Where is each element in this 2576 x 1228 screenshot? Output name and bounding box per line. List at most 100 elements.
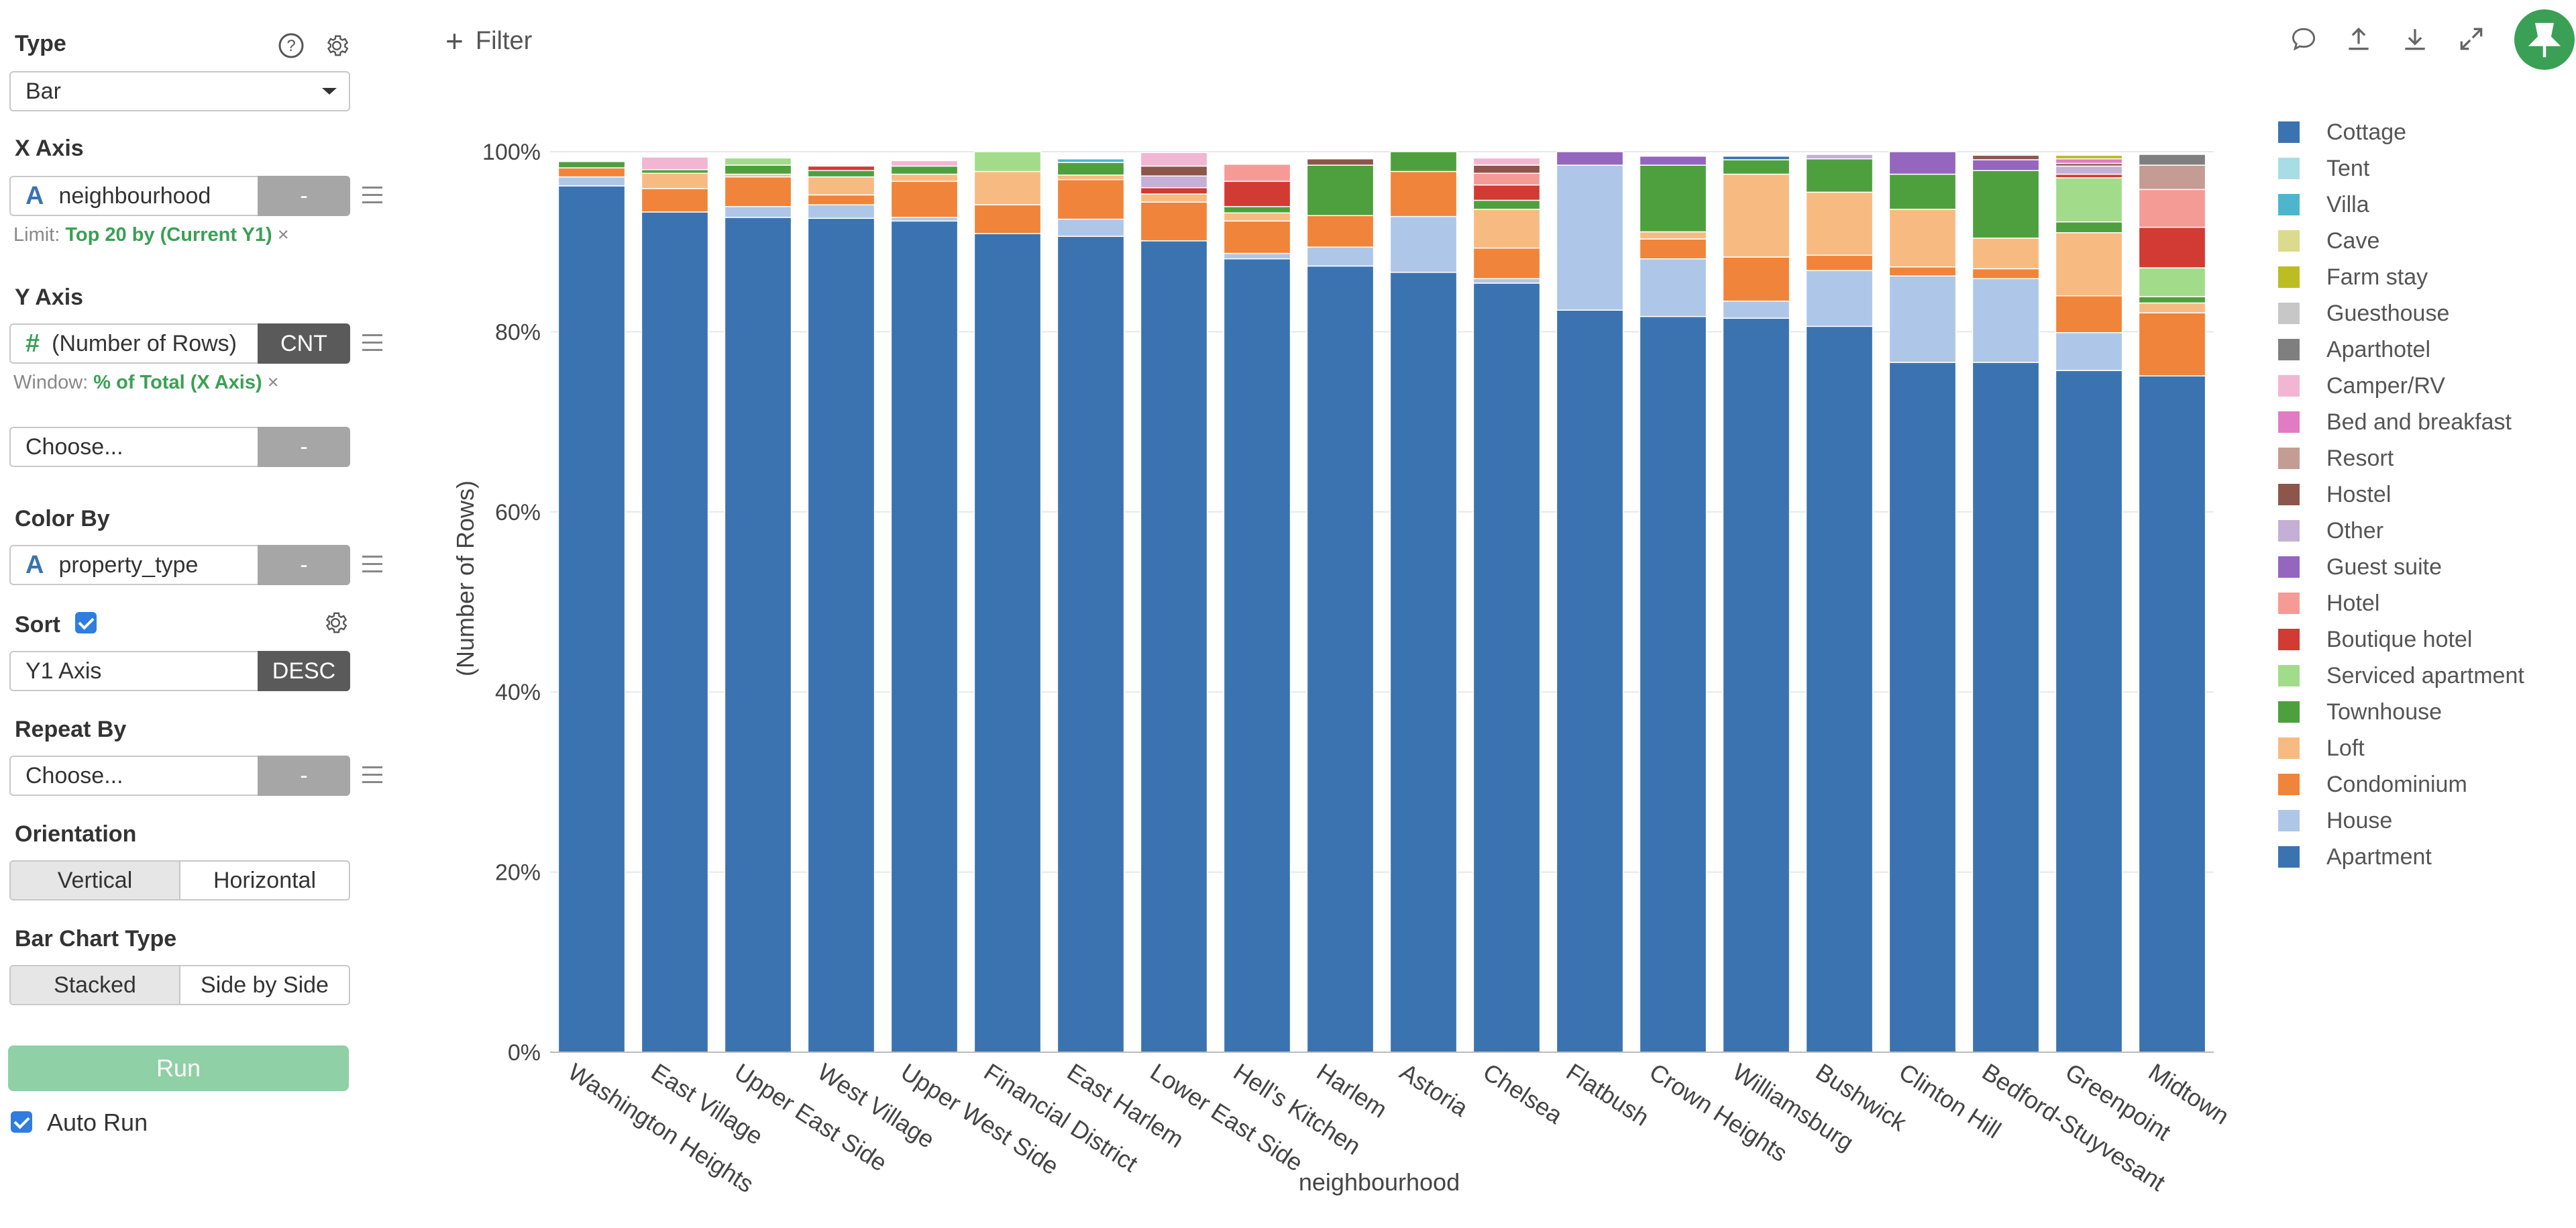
bar-segment[interactable] — [1472, 199, 1541, 210]
bar-segment[interactable] — [890, 181, 959, 218]
bar-segment[interactable] — [641, 188, 709, 213]
bar-segment[interactable] — [2138, 189, 2206, 228]
bar-segment[interactable] — [973, 170, 1042, 205]
bar-segment[interactable] — [1223, 206, 1291, 214]
legend-item[interactable]: Hostel — [2278, 476, 2391, 513]
bar-segment[interactable] — [973, 233, 1042, 1053]
bar-segment[interactable] — [1140, 240, 1208, 1053]
bar-segment[interactable] — [1223, 164, 1291, 183]
bar-segment[interactable] — [641, 211, 709, 1053]
bar-segment[interactable] — [2138, 296, 2206, 304]
bar-segment[interactable] — [1472, 184, 1541, 201]
bar-segment[interactable] — [1306, 265, 1375, 1053]
bar-segment[interactable] — [1639, 238, 1707, 260]
legend-item[interactable]: Guesthouse — [2278, 295, 2449, 331]
bar-segment[interactable] — [724, 164, 792, 175]
bar-segment[interactable] — [1057, 236, 1125, 1053]
bar-segment[interactable] — [1223, 212, 1291, 222]
help-icon[interactable]: ? — [278, 32, 305, 59]
sort-order-button[interactable]: DESC — [258, 651, 350, 691]
bar-segment[interactable] — [890, 217, 959, 222]
window-value[interactable]: % of Total (X Axis) — [93, 372, 262, 393]
bar-segment[interactable] — [1888, 151, 1957, 175]
bar-segment[interactable] — [1140, 175, 1208, 189]
bar-segment[interactable] — [557, 185, 626, 1053]
repeat-by-select[interactable]: Choose... — [9, 756, 259, 796]
legend-item[interactable]: Resort — [2278, 440, 2394, 476]
bar-segment[interactable] — [724, 206, 792, 218]
bar-segment[interactable] — [1472, 164, 1541, 174]
legend-item[interactable]: Tent — [2278, 150, 2369, 187]
bar-segment[interactable] — [1972, 238, 2040, 270]
sort-field[interactable]: Y1 Axis — [9, 651, 259, 691]
bar-segment[interactable] — [557, 161, 626, 168]
orientation-vertical-option[interactable]: Vertical — [11, 862, 179, 899]
bar-segment[interactable] — [807, 204, 875, 219]
bar-segment[interactable] — [1389, 170, 1458, 217]
color-by-aggregation-button[interactable]: - — [258, 545, 350, 585]
bar-segment[interactable] — [2055, 177, 2123, 223]
bar-segment[interactable] — [557, 176, 626, 187]
bar-segment[interactable] — [807, 194, 875, 205]
expand-icon[interactable] — [2457, 24, 2486, 54]
color-by-field[interactable]: A property_type — [9, 545, 259, 585]
bar-segment[interactable] — [1472, 157, 1541, 166]
bar-segment[interactable] — [1972, 159, 2040, 171]
run-button[interactable]: Run — [8, 1045, 349, 1091]
bar-segment[interactable] — [1057, 162, 1125, 176]
bar-segment[interactable] — [2138, 375, 2206, 1053]
bar-segment[interactable] — [1472, 209, 1541, 249]
bar-segment[interactable] — [1639, 164, 1707, 233]
legend-item[interactable]: Loft — [2278, 730, 2365, 766]
bar-segment[interactable] — [1223, 220, 1291, 254]
bar-type-side-by-side-option[interactable]: Side by Side — [201, 972, 329, 998]
bar-segment[interactable] — [2055, 173, 2123, 178]
bar-segment[interactable] — [1888, 362, 1957, 1053]
bar-segment[interactable] — [1972, 268, 2040, 279]
bar-segment[interactable] — [1140, 165, 1208, 176]
legend-item[interactable]: Cottage — [2278, 114, 2406, 150]
bar-segment[interactable] — [1140, 187, 1208, 195]
bar-segment[interactable] — [1888, 173, 1957, 210]
bar-segment[interactable] — [890, 160, 959, 167]
legend-item[interactable]: Bed and breakfast — [2278, 404, 2512, 440]
bar-segment[interactable] — [973, 151, 1042, 172]
bar-segment[interactable] — [1805, 154, 1874, 160]
bar-segment[interactable] — [2138, 267, 2206, 297]
bar-segment[interactable] — [1722, 173, 1790, 258]
bar-segment[interactable] — [1389, 215, 1458, 273]
color-by-menu-icon[interactable] — [362, 556, 382, 573]
bar-segment[interactable] — [1805, 254, 1874, 271]
bar-segment[interactable] — [973, 204, 1042, 234]
legend-item[interactable]: Hotel — [2278, 585, 2379, 621]
download-icon[interactable] — [2400, 24, 2430, 54]
bar-segment[interactable] — [1722, 256, 1790, 302]
legend-item[interactable]: Guest suite — [2278, 549, 2442, 585]
bar-segment[interactable] — [2055, 370, 2123, 1053]
y2-field-select[interactable]: Choose... — [9, 427, 259, 467]
y-axis-field[interactable]: # (Number of Rows) — [9, 323, 259, 364]
bar-segment[interactable] — [1223, 258, 1291, 1053]
bar-segment[interactable] — [1888, 275, 1957, 363]
orientation-horizontal-option[interactable]: Horizontal — [213, 867, 317, 893]
bar-segment[interactable] — [724, 176, 792, 207]
bar-segment[interactable] — [1805, 191, 1874, 256]
bar-segment[interactable] — [1639, 155, 1707, 166]
x-axis-menu-icon[interactable] — [362, 187, 382, 204]
legend-item[interactable]: Townhouse — [2278, 694, 2442, 730]
bar-segment[interactable] — [1972, 278, 2040, 363]
bar-segment[interactable] — [890, 173, 959, 183]
bar-segment[interactable] — [1639, 258, 1707, 317]
chart-type-select[interactable]: Bar — [9, 71, 350, 111]
bar-segment[interactable] — [1140, 152, 1208, 167]
bar-segment[interactable] — [2138, 154, 2206, 166]
bar-segment[interactable] — [1472, 172, 1541, 186]
bar-segment[interactable] — [2055, 331, 2123, 371]
y-axis-menu-icon[interactable] — [362, 334, 382, 352]
bar-segment[interactable] — [807, 176, 875, 196]
y2-aggregation-button[interactable]: - — [258, 427, 350, 467]
bar-segment[interactable] — [1057, 174, 1125, 181]
legend-item[interactable]: House — [2278, 803, 2392, 839]
bar-segment[interactable] — [2055, 295, 2123, 334]
bar-segment[interactable] — [1972, 362, 2040, 1053]
